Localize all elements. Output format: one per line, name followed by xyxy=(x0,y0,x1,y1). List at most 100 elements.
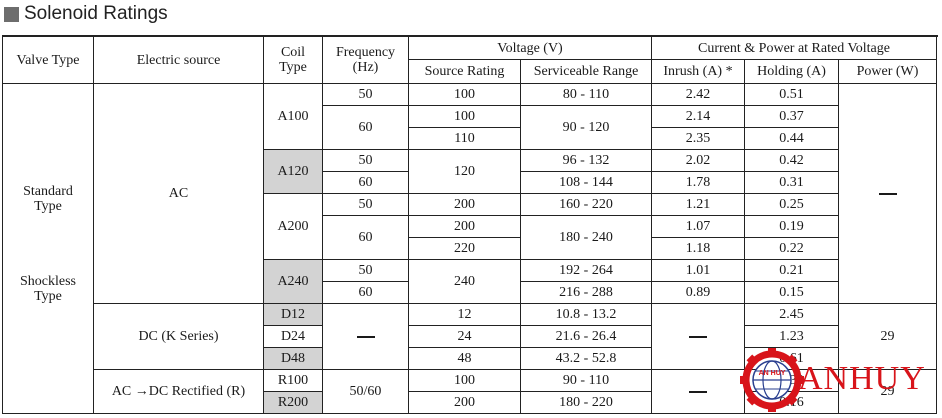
valve-type-shockless: Shockless Type xyxy=(20,273,76,304)
holding-cell: 0.42 xyxy=(744,149,839,172)
source-rating-cell: 200 xyxy=(408,391,521,414)
freq-cell: 60 xyxy=(322,281,409,304)
logo-badge-text: AN HUY xyxy=(759,370,786,377)
source-rating-cell: 48 xyxy=(408,347,521,370)
coil-cell: A120 xyxy=(263,149,323,194)
title-square-marker xyxy=(4,6,19,22)
section-title: Solenoid Ratings xyxy=(4,2,168,26)
holding-cell: 0.51 xyxy=(744,83,839,106)
range-cell: 43.2 - 52.8 xyxy=(520,347,652,370)
r-inrush-cell xyxy=(651,369,745,414)
source-rating-cell: 120 xyxy=(408,149,521,194)
range-cell: 192 - 264 xyxy=(520,259,652,282)
inrush-cell: 1.18 xyxy=(651,237,745,260)
source-rating-cell: 200 xyxy=(408,193,521,216)
dc-inrush-cell xyxy=(651,303,745,370)
ac-power-cell xyxy=(838,83,937,304)
header-valve-type: Valve Type xyxy=(2,36,94,84)
coil-cell: D24 xyxy=(263,325,323,348)
source-rating-cell: 12 xyxy=(408,303,521,326)
coil-cell: A100 xyxy=(263,83,323,150)
dc-power-cell: 29 xyxy=(838,303,937,370)
header-voltage: Voltage (V) xyxy=(408,36,652,60)
coil-cell: A240 xyxy=(263,259,323,304)
coil-cell: A200 xyxy=(263,193,323,260)
inrush-cell: 2.42 xyxy=(651,83,745,106)
holding-cell: 2.45 xyxy=(744,303,839,326)
header-power: Power (W) xyxy=(838,59,937,84)
valve-type-cell: Standard Type Shockless Type xyxy=(2,83,94,414)
arrow-right-icon: → xyxy=(134,384,149,399)
inrush-cell: 0.89 xyxy=(651,281,745,304)
header-electric-source: Electric source xyxy=(93,36,264,84)
header-coil-type: Coil Type xyxy=(263,36,323,84)
gear-globe-logo-icon: AN HUY xyxy=(740,348,804,412)
logo-name: ANHUY xyxy=(798,360,926,397)
coil-cell: R100 xyxy=(263,369,323,392)
range-cell: 10.8 - 13.2 xyxy=(520,303,652,326)
freq-cell: 60 xyxy=(322,171,409,194)
freq-cell: 50 xyxy=(322,259,409,282)
no-value-dash xyxy=(689,335,707,338)
header-serviceable-range: Serviceable Range xyxy=(520,59,652,84)
source-rating-cell: 100 xyxy=(408,105,521,128)
r-freq-cell: 50/60 xyxy=(322,369,409,414)
page-title: Solenoid Ratings xyxy=(24,3,168,24)
source-ac-dc-rectified: AC →DC Rectified (R) xyxy=(93,369,264,414)
no-value-dash xyxy=(878,192,897,195)
inrush-cell: 2.02 xyxy=(651,149,745,172)
valve-type-standard: Standard Type xyxy=(23,183,73,214)
source-ac: AC xyxy=(93,83,264,304)
header-current-power: Current & Power at Rated Voltage xyxy=(651,36,937,60)
holding-cell: 0.37 xyxy=(744,105,839,128)
header-source-rating: Source Rating xyxy=(408,59,521,84)
range-cell: 90 - 120 xyxy=(520,105,652,150)
solenoid-ratings-table: Valve Type Electric source Coil Type Freq… xyxy=(2,36,937,414)
inrush-cell: 1.21 xyxy=(651,193,745,216)
freq-cell: 50 xyxy=(322,83,409,106)
source-rating-cell: 200 xyxy=(408,215,521,238)
coil-cell: R200 xyxy=(263,391,323,414)
holding-cell: 0.25 xyxy=(744,193,839,216)
r-power-cell: 29 xyxy=(838,369,937,414)
source-rating-cell: 220 xyxy=(408,237,521,260)
coil-cell: D48 xyxy=(263,347,323,370)
coil-cell: D12 xyxy=(263,303,323,326)
inrush-cell: 2.35 xyxy=(651,127,745,150)
freq-cell: 60 xyxy=(322,105,409,150)
freq-cell: 50 xyxy=(322,149,409,172)
source-rating-cell: 100 xyxy=(408,369,521,392)
range-cell: 90 - 110 xyxy=(520,369,652,392)
no-value-dash xyxy=(356,335,375,338)
source-rating-cell: 110 xyxy=(408,127,521,150)
holding-cell: 0.22 xyxy=(744,237,839,260)
range-cell: 180 - 220 xyxy=(520,391,652,414)
range-cell: 180 - 240 xyxy=(520,215,652,260)
range-cell: 108 - 144 xyxy=(520,171,652,194)
holding-cell: 0.44 xyxy=(744,127,839,150)
range-cell: 216 - 288 xyxy=(520,281,652,304)
range-cell: 160 - 220 xyxy=(520,193,652,216)
inrush-cell: 1.07 xyxy=(651,215,745,238)
inrush-cell: 1.01 xyxy=(651,259,745,282)
holding-cell: 1.23 xyxy=(744,325,839,348)
source-dc: DC (K Series) xyxy=(93,303,264,370)
source-rating-cell: 24 xyxy=(408,325,521,348)
inrush-cell: 1.78 xyxy=(651,171,745,194)
range-cell: 21.6 - 26.4 xyxy=(520,325,652,348)
source-rating-cell: 100 xyxy=(408,83,521,106)
holding-cell: 0.21 xyxy=(744,259,839,282)
freq-cell: 50 xyxy=(322,193,409,216)
holding-cell: 0.31 xyxy=(744,171,839,194)
header-inrush: Inrush (A) * xyxy=(651,59,745,84)
header-frequency: Frequency (Hz) xyxy=(322,36,409,84)
freq-cell: 60 xyxy=(322,215,409,260)
holding-cell: 0.19 xyxy=(744,215,839,238)
source-rating-cell: 240 xyxy=(408,259,521,304)
dc-freq-cell xyxy=(322,303,409,370)
inrush-cell: 2.14 xyxy=(651,105,745,128)
header-holding: Holding (A) xyxy=(744,59,839,84)
range-cell: 80 - 110 xyxy=(520,83,652,106)
no-value-dash xyxy=(689,390,707,393)
anhuy-logo: AN HUY ANHUY xyxy=(738,346,938,416)
